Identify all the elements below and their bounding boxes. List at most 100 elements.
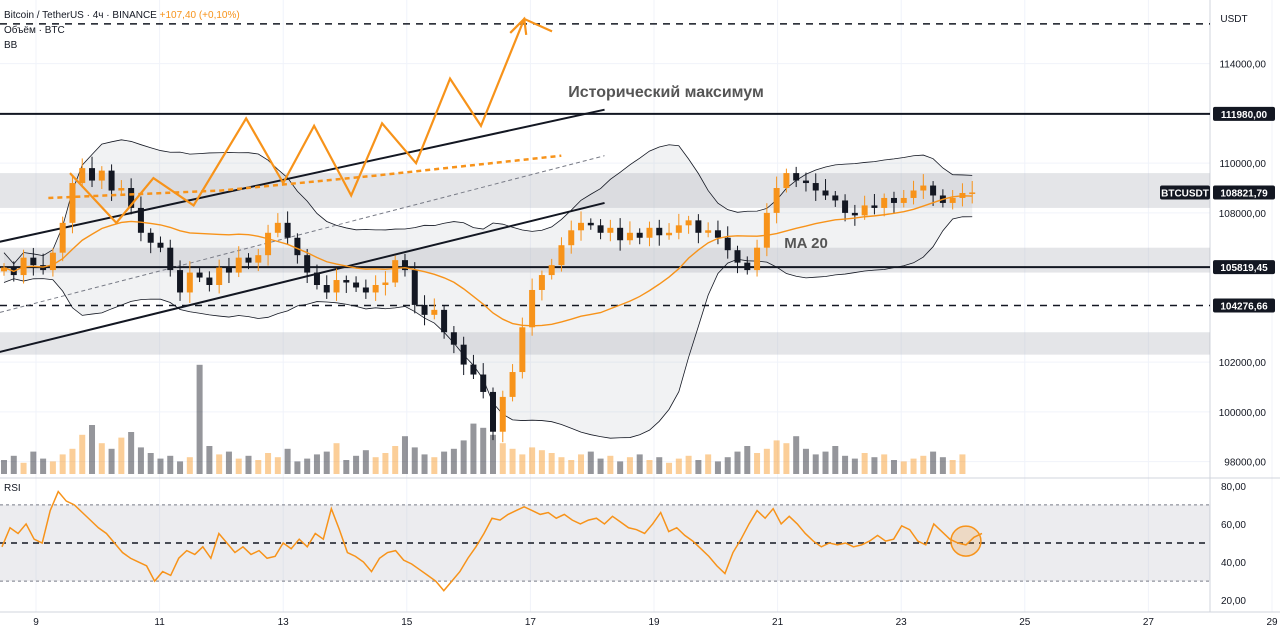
volume-bar <box>245 455 252 474</box>
volume-bar <box>216 454 223 474</box>
price-tag-label: 108821,79 <box>1220 188 1268 199</box>
candle-body <box>558 245 565 266</box>
rsi-pane: 80,00 60,00 40,00 20,00 <box>0 482 1246 607</box>
volume-bar <box>529 447 536 474</box>
candle-body <box>235 257 242 273</box>
symbol-header: Bitcoin / TetherUS · 4ч · BINANCE +107,4… <box>4 10 240 21</box>
candle-body <box>597 225 604 233</box>
volume-bar <box>499 443 506 474</box>
candle-body <box>118 188 125 191</box>
forecast-zigzag <box>69 17 553 225</box>
volume-bar <box>802 448 809 474</box>
volume-bar <box>939 457 946 474</box>
candle-body <box>225 267 232 273</box>
volume-bar <box>343 460 350 474</box>
volume-bar <box>69 448 76 474</box>
candle-body <box>851 212 858 216</box>
volume-bar <box>714 461 721 474</box>
currency-label: USDT <box>1220 14 1247 25</box>
candle-body <box>783 173 790 189</box>
price-tag <box>1213 106 1275 121</box>
trend-channel <box>0 108 605 353</box>
volume-bar <box>685 455 692 474</box>
candle-body <box>137 207 144 233</box>
volume-bar <box>206 446 213 474</box>
volume-bar <box>274 457 281 474</box>
volume-bar <box>323 451 330 474</box>
candle-body <box>490 391 496 432</box>
bb-fill <box>4 139 973 439</box>
candle-body <box>284 222 291 238</box>
volume-bar <box>666 462 673 474</box>
candle-body <box>450 332 457 345</box>
volume-bar <box>382 453 389 474</box>
candle-body <box>255 255 262 263</box>
volume-bar <box>548 453 555 474</box>
candle-body <box>480 374 487 392</box>
candle-body <box>167 247 174 271</box>
volume-bar <box>59 454 66 474</box>
volume-bar <box>20 462 27 474</box>
candle-body <box>304 255 311 273</box>
volume-bar <box>167 455 174 474</box>
support-resistance-zones <box>0 173 1210 355</box>
volume-bar <box>392 446 399 474</box>
rsi-tick-label: 80,00 <box>1221 482 1246 493</box>
volume-bar <box>871 457 878 474</box>
candle-body <box>802 180 809 184</box>
price-zone <box>0 247 1210 273</box>
candle-body <box>147 232 154 243</box>
candle-body <box>636 232 643 238</box>
candle-body <box>353 282 360 288</box>
volume-bar <box>255 460 262 474</box>
symbol-line: Bitcoin / TetherUS · 4ч · BINANCE <box>4 10 157 21</box>
price-change: +107,40 (+0,10%) <box>159 10 240 21</box>
volume-bar <box>578 454 585 474</box>
volume-bar <box>861 453 868 474</box>
volume-bar <box>626 457 633 474</box>
candle-body <box>265 232 272 256</box>
candle-body <box>274 222 281 233</box>
volume-bar <box>832 446 839 474</box>
volume-bar <box>98 443 105 474</box>
volume-bar <box>754 453 761 474</box>
time-tick-label: 21 <box>772 617 784 628</box>
candle-body <box>763 212 770 248</box>
candle-body <box>30 257 37 266</box>
volume-bar <box>597 458 604 474</box>
candle-body <box>861 205 868 216</box>
rsi-highlight-circle <box>950 525 982 557</box>
candle-body <box>842 200 849 213</box>
symbol-tag-label: BTCUSDT <box>1161 188 1209 199</box>
candle-body <box>323 285 330 293</box>
price-tag <box>1213 185 1275 200</box>
channel-upper <box>0 108 605 243</box>
volume-bar <box>490 434 496 474</box>
volume-bar <box>480 427 487 474</box>
price-tick-label: 114000,00 <box>1219 60 1266 71</box>
volume-bar <box>157 458 164 474</box>
candle-body <box>441 309 448 333</box>
candle-body <box>920 185 927 191</box>
candle-body <box>372 285 379 293</box>
volume-bar <box>79 434 86 474</box>
volume-bar <box>128 432 135 474</box>
volume-bar <box>812 454 819 474</box>
volume-bar <box>734 451 741 474</box>
candle-body <box>128 188 135 208</box>
volume-bar <box>881 454 888 474</box>
price-tick-label: 110000,00 <box>1219 159 1266 170</box>
candle-body <box>313 272 320 286</box>
volume-bar <box>353 455 360 474</box>
candle-body <box>548 265 555 276</box>
candle-body <box>333 280 340 293</box>
candle-body <box>754 247 761 271</box>
volume-bar <box>822 451 829 474</box>
volume-bar <box>646 460 653 474</box>
candle-body <box>949 197 956 203</box>
candle-body <box>773 188 780 213</box>
rsi-tick-label: 20,00 <box>1221 596 1246 607</box>
candle-body <box>900 197 907 203</box>
volume-bar <box>333 443 340 474</box>
